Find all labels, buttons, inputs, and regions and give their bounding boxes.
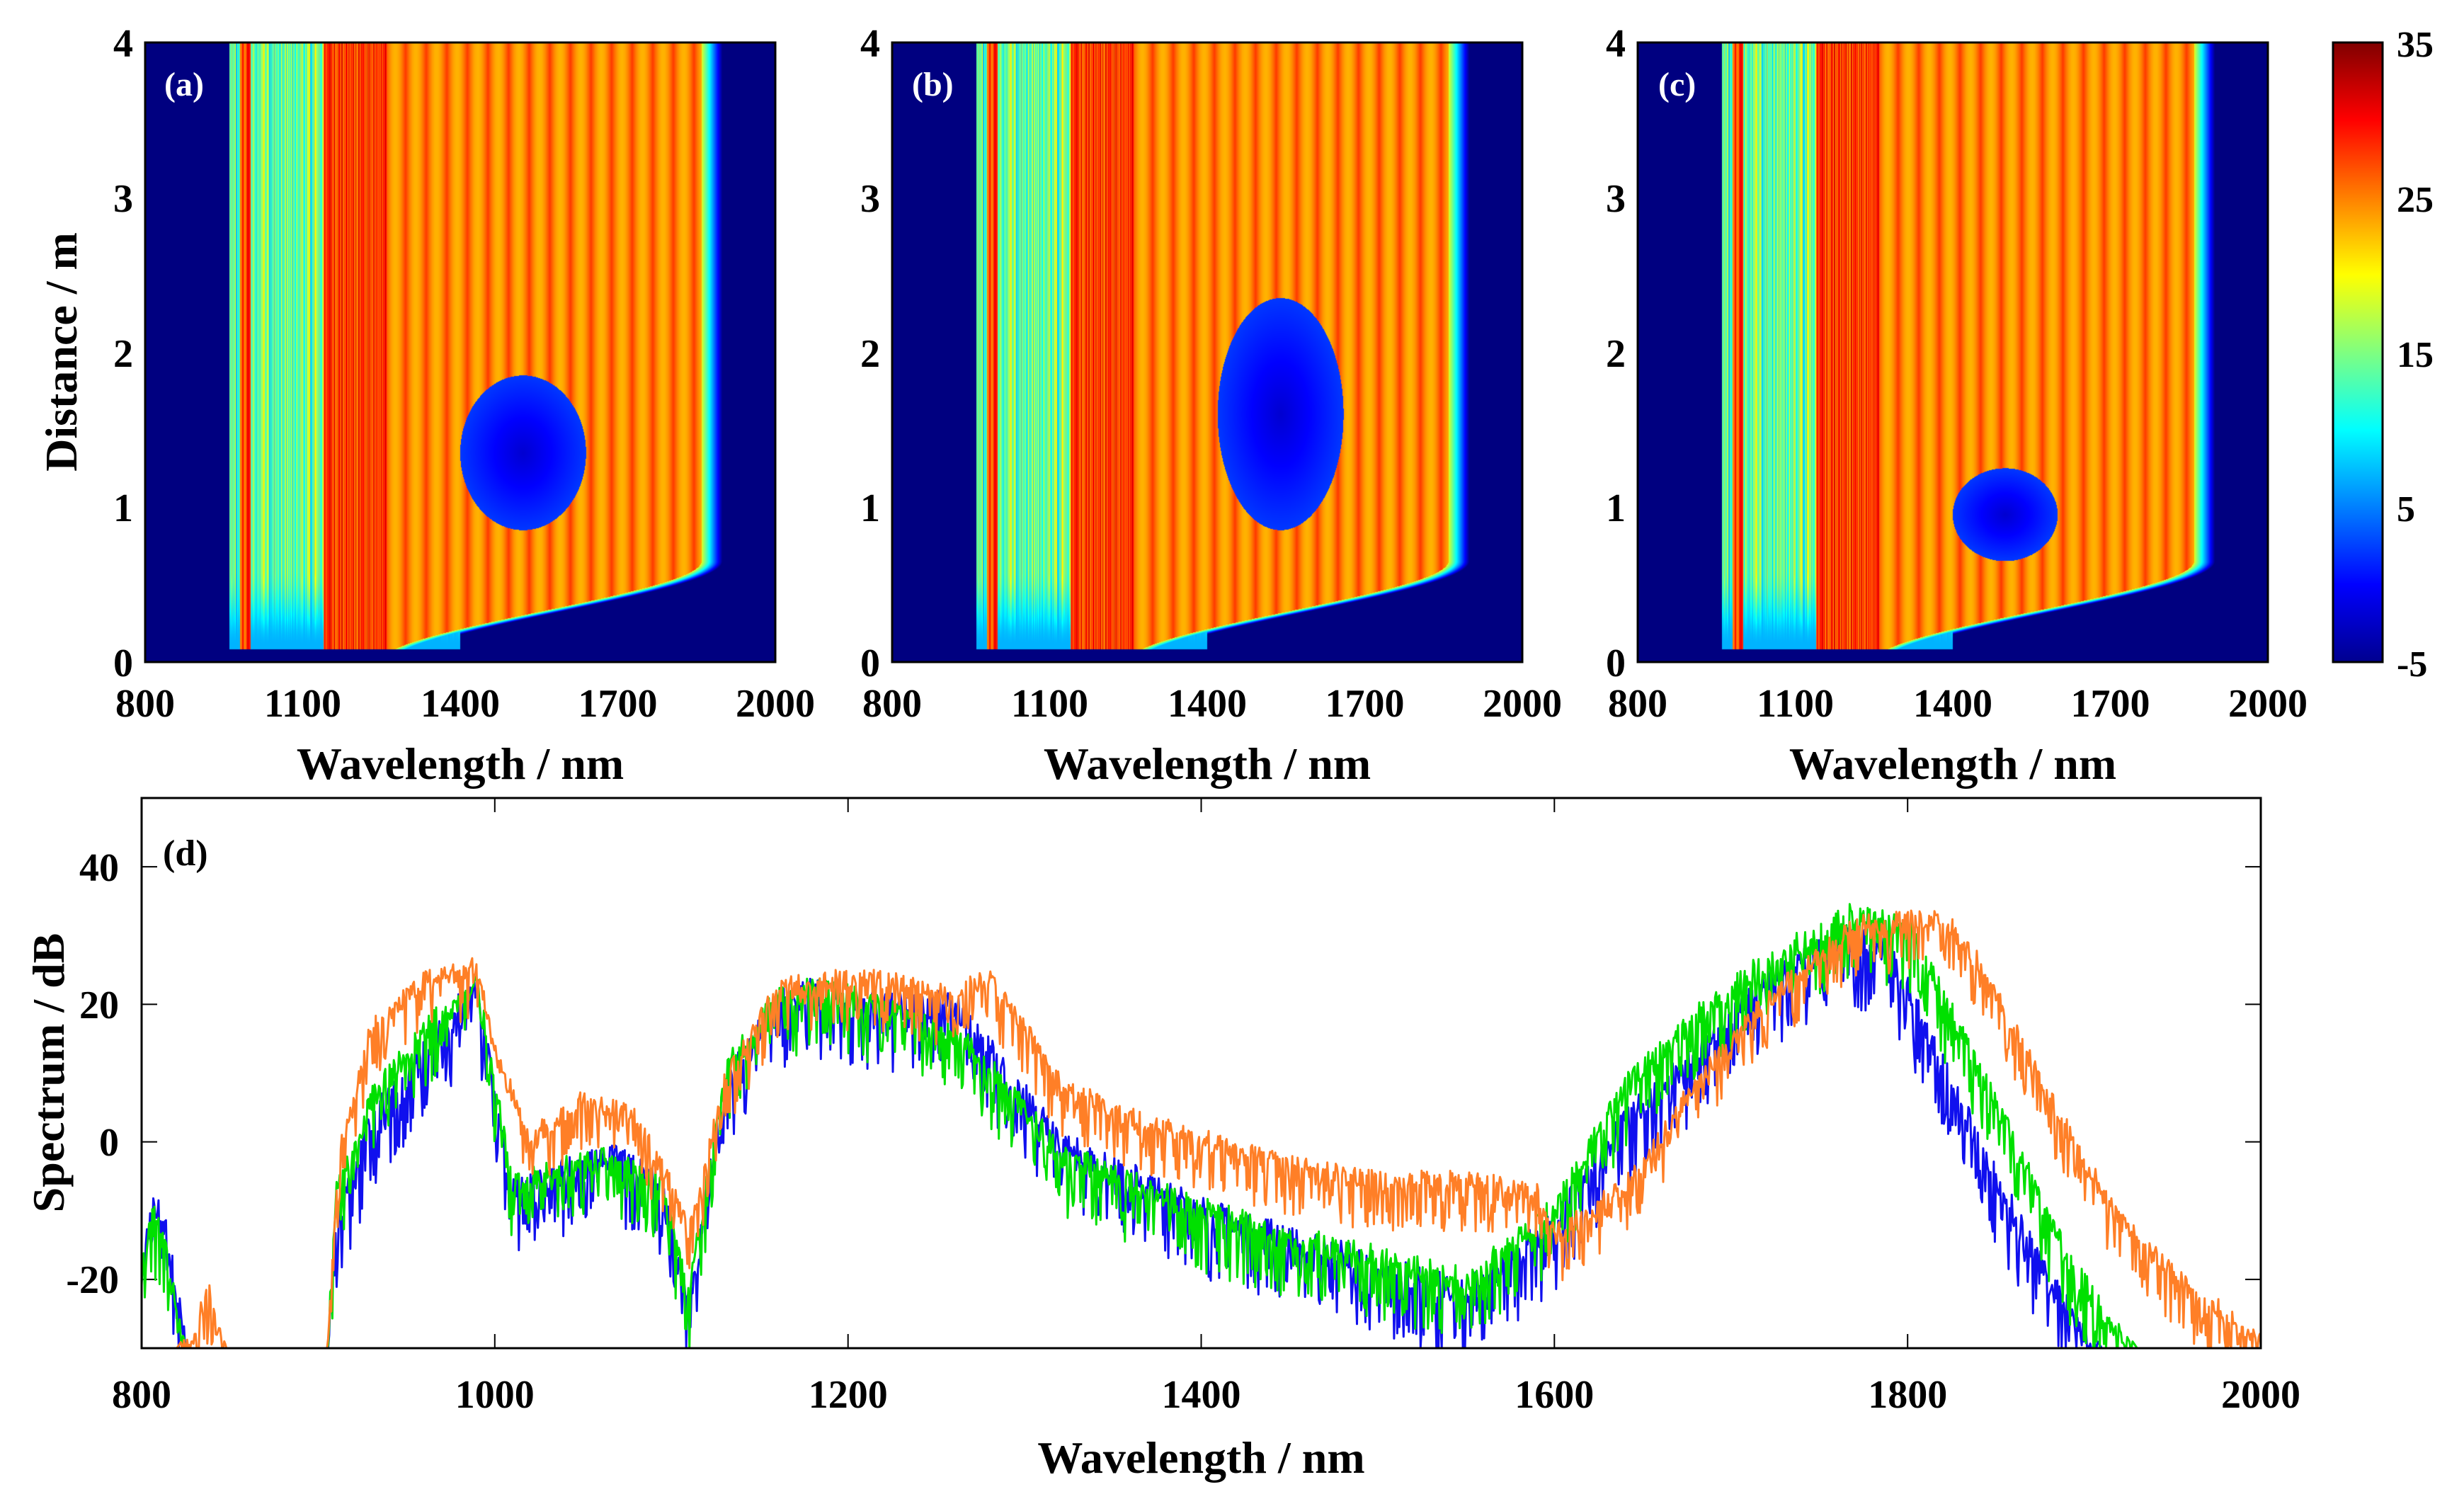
heatmap-a-xlabel: Wavelength / nm xyxy=(297,739,624,789)
colorbar-gradient xyxy=(2332,41,2384,663)
heatmap-b-ytick-label: 1 xyxy=(860,486,880,530)
heatmap-a-ytick-label: 1 xyxy=(113,486,133,530)
spectrum-d-ylabel: Spectrum / dB xyxy=(23,933,74,1213)
heatmap-b-xtick-label: 1700 xyxy=(1325,682,1405,726)
heatmap-a-xtick-label: 1400 xyxy=(421,682,500,726)
colorbar-tick-label: -5 xyxy=(2397,644,2427,685)
heatmap-c-xtick-label: 1100 xyxy=(1757,682,1834,726)
spectrum-d-xtick-label: 1000 xyxy=(455,1373,535,1417)
heatmap-c-image xyxy=(1638,42,2268,662)
heatmap-c-xtick-label: 2000 xyxy=(2228,682,2308,726)
heatmap-b-xtick-label: 1400 xyxy=(1168,682,1247,726)
heatmap-b-ytick-label: 0 xyxy=(860,642,880,685)
heatmap-a-ylabel: Distance / m xyxy=(36,232,86,472)
heatmap-c-ytick-label: 4 xyxy=(1606,22,1626,66)
heatmap-panel-b: (b) 800 1100 1400 1700 2000 0 1 2 3 4 Wa… xyxy=(860,22,1562,789)
spectrum-series-blue xyxy=(142,926,2103,1348)
spectrum-d-panel-label: (d) xyxy=(163,833,208,874)
heatmap-panel-c: (c) 800 1100 1400 1700 2000 0 1 2 3 4 Wa… xyxy=(1606,22,2308,789)
heatmap-a-frame xyxy=(144,41,777,663)
spectrum-d-xtick-label: 1200 xyxy=(809,1373,888,1417)
heatmap-c-frame xyxy=(1636,41,2269,663)
heatmap-c-ytick-label: 1 xyxy=(1606,486,1626,530)
heatmap-c-xtick-label: 1400 xyxy=(1913,682,1992,726)
colorbar-tick-label: 35 xyxy=(2397,25,2434,65)
heatmap-a-ytick-label: 2 xyxy=(113,332,133,376)
colorbar: 35 25 15 5 -5 xyxy=(2332,25,2434,685)
spectrum-d-ytick-label: 0 xyxy=(99,1121,119,1165)
spectrum-series-orange xyxy=(142,909,2261,1348)
heatmap-c-ytick-label: 2 xyxy=(1606,332,1626,376)
heatmap-a-ytick-label: 3 xyxy=(113,177,133,221)
spectrum-d-xtick-label: 1600 xyxy=(1515,1373,1594,1417)
heatmap-c-ytick-label: 0 xyxy=(1606,642,1626,685)
heatmap-a-xtick-label: 1100 xyxy=(264,682,341,726)
spectrum-d-frame xyxy=(140,797,2262,1350)
spectrum-d-ytick-label: -20 xyxy=(66,1258,119,1302)
heatmap-c-ytick-label: 3 xyxy=(1606,177,1626,221)
spectrum-d-ytick-label: 40 xyxy=(79,846,119,890)
heatmap-a-image xyxy=(145,42,775,662)
heatmap-b-panel-label: (b) xyxy=(912,66,954,103)
heatmap-a-xtick-label: 800 xyxy=(115,682,175,726)
heatmap-c-xtick-label: 1700 xyxy=(2071,682,2150,726)
heatmap-b-xticks: 800 1100 1400 1700 2000 xyxy=(862,682,1562,726)
heatmap-a-ytick-label: 4 xyxy=(113,22,133,66)
spectrum-d-xtick-label: 1800 xyxy=(1868,1373,1947,1417)
heatmap-c-xticks: 800 1100 1400 1700 2000 xyxy=(1608,682,2308,726)
heatmap-a-xtick-label: 1700 xyxy=(578,682,658,726)
colorbar-tick-label: 15 xyxy=(2397,335,2434,375)
spectrum-d-xtick-label: 800 xyxy=(112,1373,171,1417)
heatmap-c-xlabel: Wavelength / nm xyxy=(1789,739,2116,789)
heatmap-a-ytick-label: 0 xyxy=(113,642,133,685)
heatmap-b-xtick-label: 2000 xyxy=(1483,682,1562,726)
heatmap-c-yticks: 0 1 2 3 4 xyxy=(1606,22,1626,685)
heatmap-c-xtick-label: 800 xyxy=(1608,682,1667,726)
heatmap-b-frame xyxy=(891,41,1524,663)
heatmap-b-ytick-label: 4 xyxy=(860,22,880,66)
heatmap-a-yticks: 0 1 2 3 4 xyxy=(113,22,133,685)
spectrum-d-xticks-marks xyxy=(494,798,1909,1348)
heatmap-a-panel-label: (a) xyxy=(164,66,204,103)
spectrum-d-ytick-labels: -20 0 20 40 xyxy=(66,846,119,1302)
heatmap-b-xtick-label: 1100 xyxy=(1011,682,1088,726)
spectrum-d-xtick-label: 1400 xyxy=(1162,1373,1241,1417)
spectrum-d-xtick-labels: 800 1000 1200 1400 1600 1800 2000 xyxy=(112,1373,2300,1417)
spectrum-d-ytick-label: 20 xyxy=(79,984,119,1027)
heatmap-b-xtick-label: 800 xyxy=(862,682,922,726)
heatmap-a-xtick-label: 2000 xyxy=(736,682,815,726)
colorbar-tick-label: 25 xyxy=(2397,180,2434,220)
heatmap-b-xlabel: Wavelength / nm xyxy=(1044,739,1371,789)
spectrum-d-xlabel: Wavelength / nm xyxy=(1037,1432,1364,1483)
spectrum-panel-d: (d) -20 0 20 40 800 1000 1200 1400 1600 … xyxy=(23,797,2300,1483)
colorbar-tick-label: 5 xyxy=(2397,489,2415,530)
heatmap-b-ytick-label: 2 xyxy=(860,332,880,376)
heatmap-a-xticks: 800 1100 1400 1700 2000 xyxy=(115,682,815,726)
spectrum-d-xtick-label: 2000 xyxy=(2221,1373,2300,1417)
heatmap-b-yticks: 0 1 2 3 4 xyxy=(860,22,880,685)
heatmap-c-panel-label: (c) xyxy=(1658,66,1696,103)
heatmap-b-image xyxy=(892,42,1522,662)
heatmap-b-ytick-label: 3 xyxy=(860,177,880,221)
heatmap-panel-a: (a) 800 1100 1400 1700 2000 0 1 2 3 4 Wa… xyxy=(36,22,815,789)
